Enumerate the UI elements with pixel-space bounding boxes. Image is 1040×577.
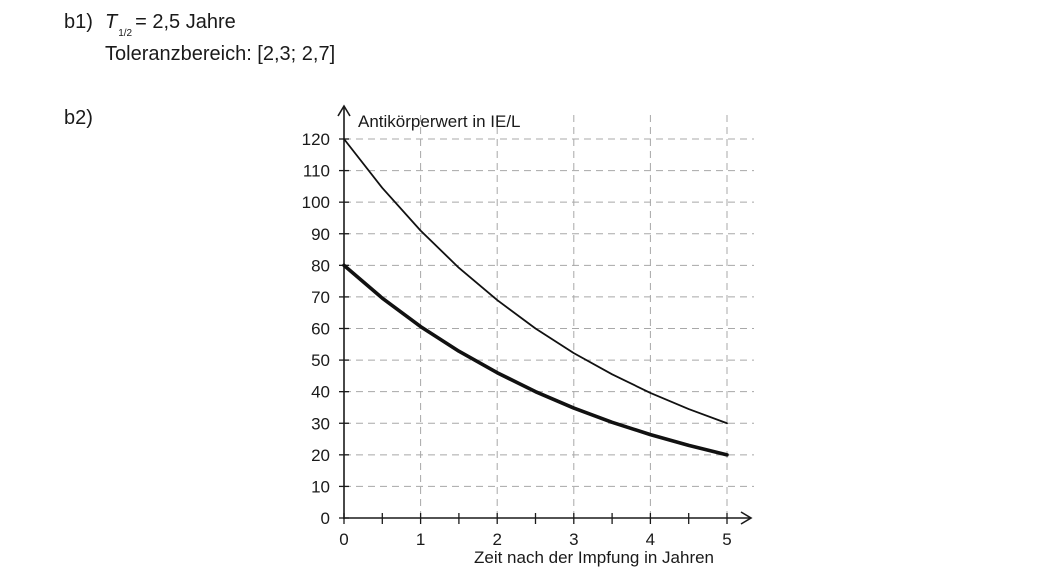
part-b1-label: b1) [64, 11, 93, 33]
x-tick-label: 0 [339, 530, 348, 549]
part-b2-label: b2) [64, 107, 93, 129]
y-tick-label: 50 [311, 351, 330, 370]
x-axis-label: Zeit nach der Impfung in Jahren [474, 548, 714, 567]
x-tick-label: 3 [569, 530, 578, 549]
y-tick-label: 0 [321, 509, 330, 528]
x-tick-label: 5 [722, 530, 731, 549]
y-tick-label: 20 [311, 446, 330, 465]
y-tick-label: 70 [311, 288, 330, 307]
chart-ticks: 0 10 20 30 40 50 60 70 80 90 100 110 120 0 1 2 3 4 5 [302, 130, 732, 549]
y-axis-arrow [337, 104, 351, 117]
y-tick-label: 10 [311, 477, 330, 496]
curve-thick [342, 263, 729, 457]
chart-axes [337, 104, 753, 525]
chart-grid [344, 112, 754, 518]
y-tick-label: 80 [311, 256, 330, 275]
half-life-symbol: T [105, 11, 118, 33]
half-life-formula: T1/2= 2,5 Jahre [105, 11, 236, 39]
half-life-subscript: 1/2 [118, 28, 133, 39]
y-tick-label: 120 [302, 130, 330, 149]
y-tick-label: 100 [302, 193, 330, 212]
y-tick-label: 110 [303, 162, 330, 181]
x-tick-label: 1 [416, 530, 425, 549]
y-tick-label: 60 [311, 320, 330, 339]
half-life-value: = 2,5 Jahre [135, 11, 236, 33]
y-tick-label: 40 [311, 383, 330, 402]
y-tick-label: 90 [311, 225, 330, 244]
x-axis-arrow [740, 511, 753, 525]
tolerance-range: Toleranzbereich: [2,3; 2,7] [105, 43, 336, 65]
x-tick-label: 2 [492, 530, 501, 549]
x-tick-label: 4 [646, 530, 655, 549]
y-tick-label: 30 [311, 414, 330, 433]
y-axis-label: Antikörperwert in IE/L [358, 112, 521, 131]
curve-thin [343, 138, 728, 425]
chart-series [342, 138, 729, 457]
